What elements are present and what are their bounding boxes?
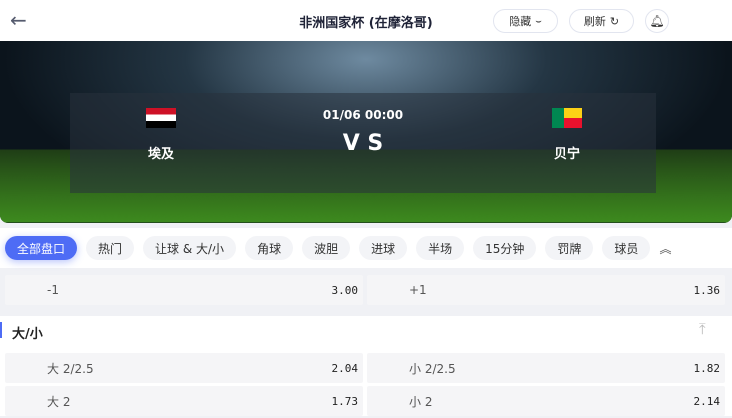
match-banner: 埃及 01/06 00:00 V S 贝宁 <box>0 41 732 223</box>
odds-label: 小 2 <box>409 394 433 409</box>
odds-cell[interactable]: -1 3.00 <box>5 275 363 305</box>
tab-all[interactable]: 全部盘口 <box>5 236 78 260</box>
egypt-flag-icon <box>146 108 176 128</box>
odds-value: 3.00 <box>331 283 359 297</box>
tab-hot[interactable]: 热门 <box>86 236 135 260</box>
eye-closed-icon: ⌣ <box>535 15 542 27</box>
odds-cell[interactable]: 大 2/2.5 2.04 <box>5 353 363 383</box>
tab-players[interactable]: 球员 <box>602 236 651 260</box>
match-panel: 埃及 01/06 00:00 V S 贝宁 <box>70 93 656 193</box>
odds-cell[interactable]: 小 2 2.14 <box>367 386 725 416</box>
refresh-icon: ↻ <box>609 14 620 28</box>
odds-value: 2.14 <box>693 394 721 408</box>
tab-15min[interactable]: 15分钟 <box>473 236 537 260</box>
section-marker <box>0 322 2 338</box>
market-tabs: 全部盘口 热门 让球 & 大/小 角球 波胆 进球 半场 15分钟 罚牌 球员 … <box>0 228 732 268</box>
tab-correct-score[interactable]: 波胆 <box>302 236 351 260</box>
home-team: 埃及 <box>147 147 174 162</box>
bell-button[interactable]: 🔔︎ <box>645 9 669 33</box>
refresh-button[interactable]: 刷新 ↻ <box>569 9 634 33</box>
top-bar: ← 非洲国家杯 (在摩洛哥) 隐藏 ⌣ 刷新 ↻ 🔔︎ <box>0 0 732 41</box>
handicap-row: -1 3.00 +1 1.36 <box>5 275 725 305</box>
refresh-label: 刷新 <box>583 15 606 28</box>
odds-cell[interactable]: 大 2 1.73 <box>5 386 363 416</box>
odds-label: +1 <box>409 283 427 297</box>
tab-half[interactable]: 半场 <box>416 236 465 260</box>
odds-value: 1.73 <box>331 394 359 408</box>
tab-cards[interactable]: 罚牌 <box>545 236 594 260</box>
benin-flag-icon <box>552 108 582 128</box>
odds-label: 大 2/2.5 <box>47 361 94 376</box>
odds-label: -1 <box>47 283 59 297</box>
away-team: 贝宁 <box>553 147 580 162</box>
tab-handicap-ou[interactable]: 让球 & 大/小 <box>143 236 237 260</box>
odds-value: 2.04 <box>331 361 359 375</box>
hide-label: 隐藏 <box>509 15 532 28</box>
section-title: 大/小 <box>12 327 43 342</box>
odds-cell[interactable]: +1 1.36 <box>367 275 725 305</box>
match-time: 01/06 00:00 <box>322 108 404 122</box>
odds-value: 1.36 <box>693 283 721 297</box>
odds-row: 大 2 1.73 小 2 2.14 <box>5 386 725 416</box>
odds-label: 大 2 <box>47 394 71 409</box>
pin-top-icon[interactable]: ⤒ <box>699 320 706 338</box>
hide-button[interactable]: 隐藏 ⌣ <box>493 9 558 33</box>
odds-cell[interactable]: 小 2/2.5 1.82 <box>367 353 725 383</box>
back-arrow-icon[interactable]: ← <box>10 8 27 32</box>
odds-value: 1.82 <box>693 361 721 375</box>
tab-corners[interactable]: 角球 <box>245 236 294 260</box>
vs-label: V S <box>342 131 384 156</box>
bell-icon: 🔔︎ <box>649 14 665 28</box>
page-title: 非洲国家杯 (在摩洛哥) <box>299 16 433 31</box>
odds-row: 大 2/2.5 2.04 小 2/2.5 1.82 <box>5 353 725 383</box>
odds-label: 小 2/2.5 <box>409 361 456 376</box>
collapse-icon[interactable]: ︽ <box>659 241 672 256</box>
tab-goals[interactable]: 进球 <box>359 236 408 260</box>
